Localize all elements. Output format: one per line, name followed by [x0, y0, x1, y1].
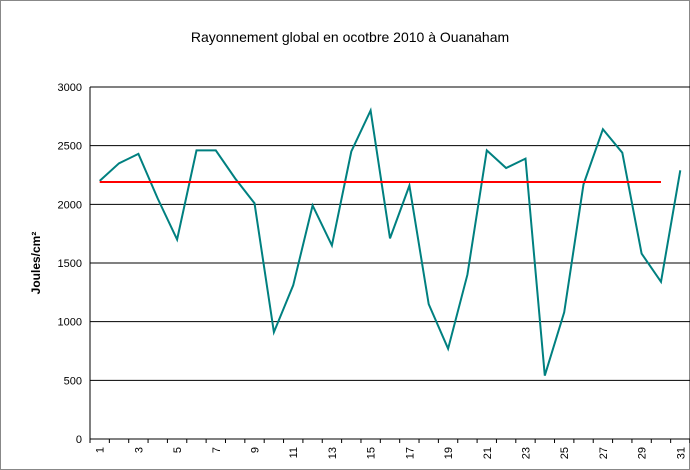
x-tick-label: 9 — [250, 447, 262, 453]
x-tick-label: 21 — [482, 447, 494, 459]
x-tick-label: 5 — [172, 447, 184, 453]
x-tick-label: 29 — [637, 447, 649, 459]
y-tick-label: 1500 — [58, 258, 82, 270]
x-tick-label: 25 — [559, 447, 571, 459]
x-tick-label: 15 — [366, 447, 378, 459]
y-tick-label: 0 — [76, 434, 82, 446]
y-tick-label: 2000 — [58, 199, 82, 211]
x-tick-label: 7 — [211, 447, 223, 453]
y-tick-label: 1000 — [58, 317, 82, 329]
y-axis-label: Joules/cm² — [29, 232, 43, 295]
y-tick-label: 3000 — [58, 82, 82, 94]
x-tick-label: 17 — [404, 447, 416, 459]
x-tick-label: 3 — [133, 447, 145, 453]
x-tick-label: 19 — [443, 447, 455, 459]
x-tick-label: 1 — [95, 447, 107, 453]
x-tick-label: 13 — [327, 447, 339, 459]
data-line — [99, 107, 682, 376]
x-tick-label: 23 — [520, 447, 532, 459]
chart-title: Rayonnement global en ocotbre 2010 à Oua… — [191, 29, 509, 45]
x-tick-label: 31 — [675, 447, 687, 459]
x-tick-label: 11 — [288, 447, 300, 458]
y-tick-label: 500 — [64, 375, 82, 387]
x-tick-label: 27 — [598, 447, 610, 459]
y-tick-label: 2500 — [58, 141, 82, 153]
